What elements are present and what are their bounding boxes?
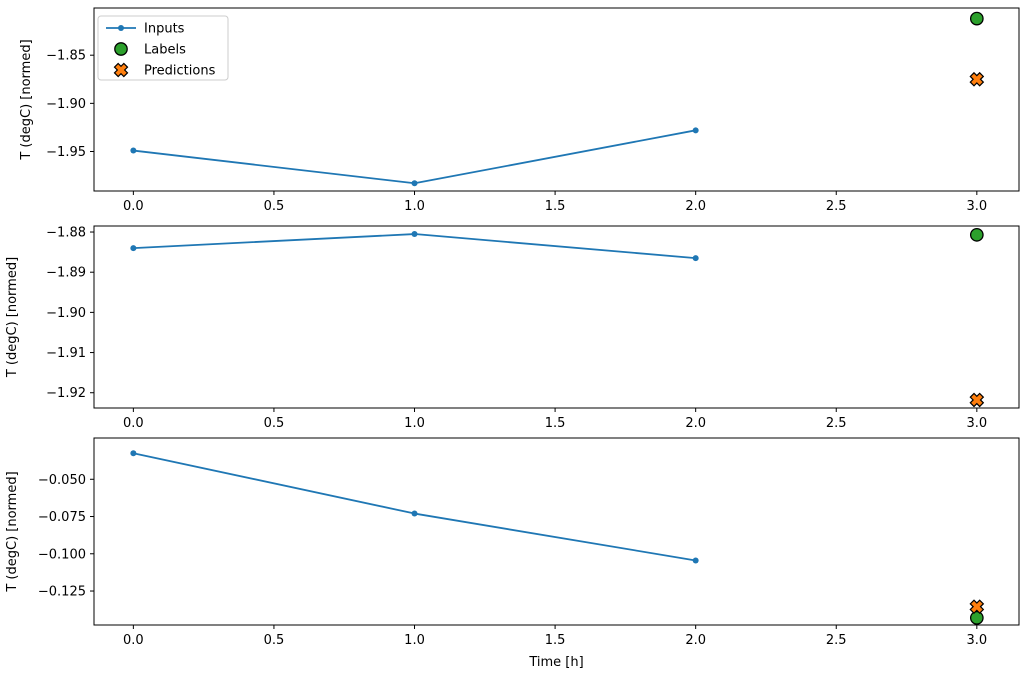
input-point-marker xyxy=(692,557,699,564)
x-tick-label: 2.0 xyxy=(685,416,706,431)
x-tick-label: 1.0 xyxy=(404,199,425,214)
input-point-marker xyxy=(692,255,699,262)
legend-item-label: Predictions xyxy=(144,64,216,79)
subplot-3: 0.0 0.5 1.0 1.5 2.0 2.5 3.0 −0.050 −0.075 −0.100 −… xyxy=(5,437,1020,670)
x-tick-label: 1.5 xyxy=(545,416,566,431)
legend-item-label: Labels xyxy=(144,43,186,58)
inputs-line xyxy=(133,233,696,260)
y-tick-label: −0.125 xyxy=(38,585,86,600)
y-tick-label: −1.90 xyxy=(46,306,86,321)
input-point-marker xyxy=(130,245,137,252)
y-tick-label: −1.95 xyxy=(46,145,86,160)
x-tick-label: 0.0 xyxy=(123,199,144,214)
x-tick-label: 1.5 xyxy=(545,199,566,214)
input-point-marker xyxy=(692,127,699,134)
y-tick-label: −0.050 xyxy=(38,473,86,488)
y-axis-label: T (degC) [normed] xyxy=(5,257,20,378)
x-tick-label: 2.5 xyxy=(826,199,847,214)
subplot-2: 0.0 0.5 1.0 1.5 2.0 2.5 3.0 −1.88 −1.89 −1.90 −1.9… xyxy=(5,225,1020,431)
x-tick-label: 0.0 xyxy=(123,416,144,431)
input-point-marker xyxy=(130,147,137,154)
y-tick-label: −1.88 xyxy=(46,226,86,241)
legend: Inputs Labels Predictions xyxy=(97,15,229,81)
x-tick-label: 1.5 xyxy=(545,633,566,648)
y-tick-label: −1.91 xyxy=(46,346,86,361)
y-tick-label: −1.92 xyxy=(46,386,86,401)
input-point-marker xyxy=(411,180,418,187)
legend-item-labels: Labels xyxy=(114,42,186,58)
y-axis-label: T (degC) [normed] xyxy=(5,471,20,592)
inputs-line xyxy=(133,129,696,185)
x-tick-label: 1.0 xyxy=(404,633,425,648)
input-point-marker xyxy=(411,231,418,238)
x-tick-label: 2.5 xyxy=(826,416,847,431)
plot-border xyxy=(93,437,1020,626)
label-marker xyxy=(969,610,984,625)
x-tick-label: 1.0 xyxy=(404,416,425,431)
x-tick-label: 3.0 xyxy=(966,633,987,648)
x-tick-label: 0.0 xyxy=(123,633,144,648)
legend-predictions-x-icon xyxy=(113,62,129,78)
x-tick-label: 0.5 xyxy=(264,633,285,648)
y-tick-label: −0.075 xyxy=(38,510,86,525)
prediction-marker xyxy=(969,392,985,408)
plot-border xyxy=(93,7,1020,192)
subplot-1: 0.0 0.5 1.0 1.5 2.0 2.5 3.0 −1.85 −1.90 −1.95 T (d… xyxy=(19,7,1020,214)
y-tick-label: −1.90 xyxy=(46,97,86,112)
prediction-marker xyxy=(969,71,985,87)
x-tick-label: 3.0 xyxy=(966,416,987,431)
legend-item-predictions: Predictions xyxy=(113,62,216,79)
x-tick-label: 3.0 xyxy=(966,199,987,214)
legend-box xyxy=(97,15,229,81)
y-tick-label: −1.89 xyxy=(46,266,86,281)
y-axis-label: T (degC) [normed] xyxy=(19,39,34,160)
x-tick-label: 2.5 xyxy=(826,633,847,648)
x-axis-label: Time [h] xyxy=(528,655,583,670)
legend-inputs-dot-icon xyxy=(118,25,124,31)
plot-border xyxy=(93,225,1020,409)
prediction-marker xyxy=(969,599,985,615)
x-tick-label: 2.0 xyxy=(685,633,706,648)
x-tick-label: 2.0 xyxy=(685,199,706,214)
input-point-marker xyxy=(411,510,418,517)
x-tick-label: 0.5 xyxy=(264,199,285,214)
legend-labels-circle-icon xyxy=(114,42,128,56)
legend-item-label: Inputs xyxy=(144,22,185,37)
y-tick-label: −0.100 xyxy=(38,547,86,562)
label-marker xyxy=(969,11,984,26)
y-tick-label: −1.85 xyxy=(46,49,86,64)
legend-item-inputs: Inputs xyxy=(106,22,185,37)
x-tick-label: 0.5 xyxy=(264,416,285,431)
label-marker xyxy=(969,227,984,242)
input-point-marker xyxy=(130,450,137,457)
inputs-line xyxy=(133,452,696,562)
